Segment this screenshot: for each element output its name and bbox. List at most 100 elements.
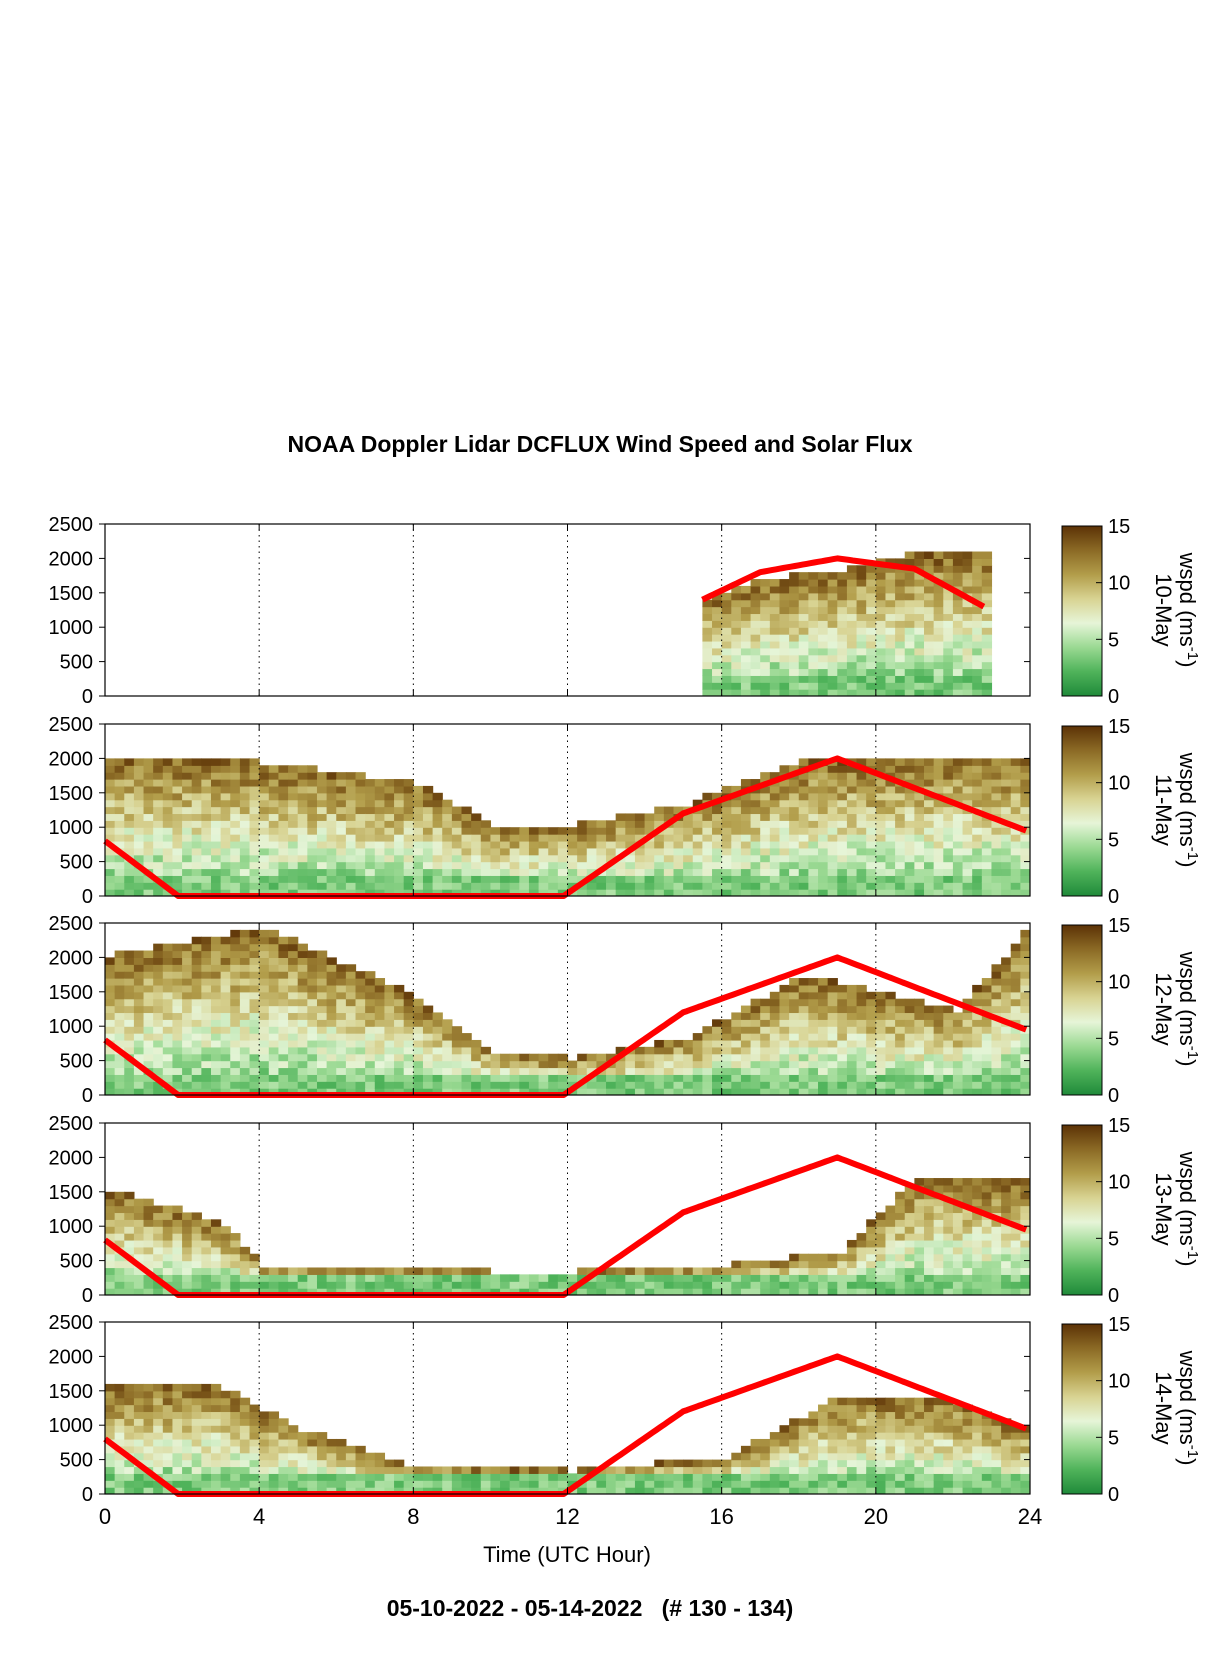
heatmap-cell <box>991 964 1002 972</box>
heatmap-cell <box>259 1452 270 1461</box>
heatmap-cell <box>663 1088 675 1095</box>
heatmap-cell <box>114 1459 125 1468</box>
heatmap-cell <box>384 847 395 856</box>
heatmap-cell <box>220 847 231 856</box>
heatmap-cell <box>403 1033 414 1041</box>
heatmap-cell <box>808 820 819 828</box>
heatmap-cell <box>673 827 684 835</box>
heatmap-cell <box>586 868 598 876</box>
heatmap-cell <box>230 785 241 794</box>
heatmap-cell <box>182 1033 193 1041</box>
heatmap-cell <box>538 834 549 842</box>
heatmap-cell <box>210 820 222 828</box>
heatmap-cell <box>105 1212 116 1220</box>
colorbar-tick-label: 5 <box>1108 829 1119 851</box>
heatmap-cell <box>943 889 954 896</box>
heatmap-cell <box>422 861 434 870</box>
heatmap-cell <box>422 1274 434 1282</box>
heatmap-cell <box>769 661 781 670</box>
heatmap-cell <box>914 1239 925 1248</box>
heatmap-cell <box>924 827 935 835</box>
heatmap-cell <box>432 861 443 870</box>
heatmap-cell <box>307 889 318 896</box>
heatmap-cell <box>374 1012 386 1020</box>
heatmap-cell <box>702 1060 713 1069</box>
heatmap-cell <box>114 1390 125 1399</box>
heatmap-cell <box>952 1191 964 1200</box>
heatmap-cell <box>827 689 838 696</box>
heatmap-cell <box>500 868 511 876</box>
heatmap-cell <box>326 882 337 890</box>
heatmap-cell <box>124 889 135 896</box>
heatmap-cell <box>422 1473 434 1481</box>
heatmap-cell <box>933 1081 944 1089</box>
heatmap-cell <box>1001 1033 1012 1041</box>
heatmap-cell <box>596 834 607 842</box>
heatmap-cell <box>220 882 231 890</box>
heatmap-cell <box>451 1088 463 1095</box>
heatmap-cell <box>297 1033 308 1041</box>
heatmap-cell <box>885 1226 896 1234</box>
heatmap-cell <box>316 998 328 1007</box>
heatmap-cell <box>307 1459 318 1468</box>
heatmap-cell <box>191 1473 202 1481</box>
heatmap-cell <box>875 1246 887 1255</box>
heatmap-cell <box>827 840 838 849</box>
heatmap-cell <box>519 875 530 883</box>
heatmap-cell <box>480 1074 492 1082</box>
heatmap-cell <box>249 978 260 986</box>
heatmap-cell <box>201 1466 212 1474</box>
heatmap-cell <box>230 1033 241 1041</box>
heatmap-cell <box>297 991 308 1000</box>
heatmap-cell <box>943 634 954 642</box>
heatmap-cell <box>143 861 154 870</box>
heatmap-cell <box>374 1452 386 1461</box>
heatmap-cell <box>278 1288 289 1295</box>
heatmap-cell <box>105 758 116 766</box>
heatmap-cell <box>239 998 251 1007</box>
heatmap-cell <box>827 889 838 896</box>
heatmap-cell <box>297 1432 308 1440</box>
heatmap-cell <box>837 991 848 1000</box>
heatmap-cell <box>422 1060 434 1069</box>
heatmap-cell <box>114 785 125 794</box>
heatmap-cell <box>789 834 800 842</box>
heatmap-cell <box>750 854 761 863</box>
heatmap-cell <box>124 950 135 958</box>
heatmap-cell <box>471 1060 482 1069</box>
heatmap-cell <box>1020 1178 1030 1186</box>
heatmap-cell <box>249 820 260 828</box>
heatmap-cell <box>943 758 954 766</box>
heatmap-cell <box>230 1459 241 1468</box>
heatmap-cell <box>201 1445 212 1454</box>
heatmap-cell <box>856 991 867 1000</box>
heatmap-cell <box>933 1239 944 1248</box>
heatmap-cell <box>712 627 723 635</box>
heatmap-cell <box>394 1088 405 1095</box>
heatmap-cell <box>288 1487 299 1494</box>
heatmap-cell <box>326 1012 337 1020</box>
heatmap-cell <box>586 834 598 842</box>
heatmap-cell <box>875 861 887 870</box>
heatmap-cell <box>962 620 973 628</box>
heatmap-cell <box>384 840 395 849</box>
heatmap-cell <box>721 640 732 649</box>
heatmap-cell <box>413 1088 424 1095</box>
heatmap-cell <box>702 682 713 690</box>
heatmap-cell <box>567 854 578 863</box>
heatmap-cell <box>191 889 202 896</box>
heatmap-cell <box>210 882 222 890</box>
heatmap-cell <box>991 1053 1002 1062</box>
heatmap-cell <box>837 1060 848 1069</box>
heatmap-cell <box>943 785 954 794</box>
heatmap-cell <box>904 799 915 808</box>
heatmap-cell <box>124 1288 135 1295</box>
heatmap-cell <box>885 792 896 801</box>
heatmap-cell <box>1020 1267 1030 1275</box>
heatmap-cell <box>866 682 877 690</box>
heatmap-cell <box>904 647 915 656</box>
heatmap-cell <box>712 854 723 863</box>
heatmap-cell <box>548 1081 559 1089</box>
heatmap-cell <box>528 1053 540 1062</box>
